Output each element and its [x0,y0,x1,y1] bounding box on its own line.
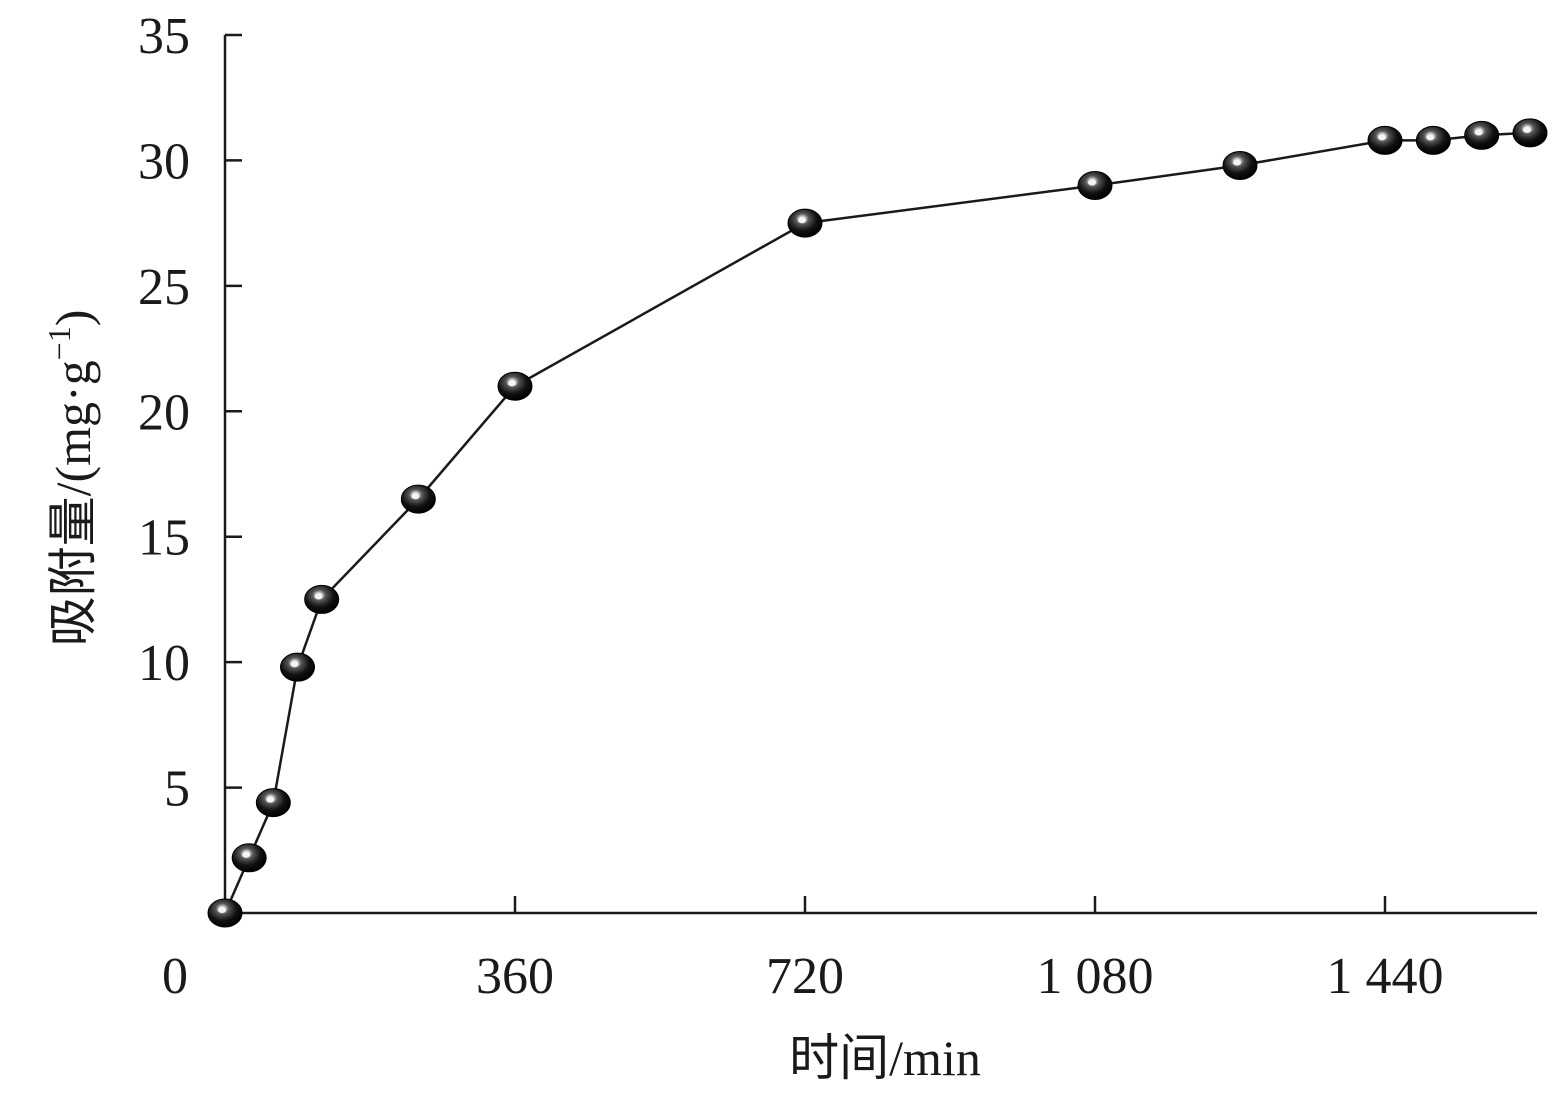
data-point [1222,150,1258,180]
data-point [255,788,291,818]
data-point [1512,118,1548,148]
series-line [223,131,1531,914]
data-point [400,484,436,514]
y-axis-title-close: ) [45,310,101,327]
data-point [207,898,243,928]
x-tick-label: 1 080 [1037,948,1154,1005]
data-point [280,652,315,682]
data-point [787,208,823,238]
origin-label: 0 [162,948,188,1005]
series-adsorption [207,118,1548,928]
y-ticks: 5 10 15 20 25 30 35 [138,8,242,818]
y-axis-title-superscript: −1 [41,326,77,360]
x-tick-label: 1 440 [1327,948,1444,1005]
y-tick-label: 5 [164,761,190,818]
data-point [304,584,340,614]
data-point [1077,171,1113,201]
y-tick-label: 10 [138,635,190,692]
axes [223,35,1537,915]
y-tick-label: 25 [138,259,190,316]
data-point [231,843,267,873]
y-tick-label: 35 [138,8,190,65]
data-point [497,371,533,401]
y-tick-label: 30 [138,133,190,190]
y-axis-title-main: 吸附量/(mg·g [45,360,101,646]
x-axis-title: 时间/min [789,1030,981,1086]
x-ticks: 360 720 1 080 1 440 [476,896,1444,1005]
data-point [1415,125,1451,155]
y-tick-label: 20 [138,384,190,441]
y-tick-label: 15 [138,510,190,567]
x-tick-label: 360 [476,948,554,1005]
data-point [1367,125,1403,155]
y-axis-title: 吸附量/(mg·g−1) [41,310,101,647]
x-tick-label: 720 [766,948,844,1005]
data-point [1464,120,1500,150]
